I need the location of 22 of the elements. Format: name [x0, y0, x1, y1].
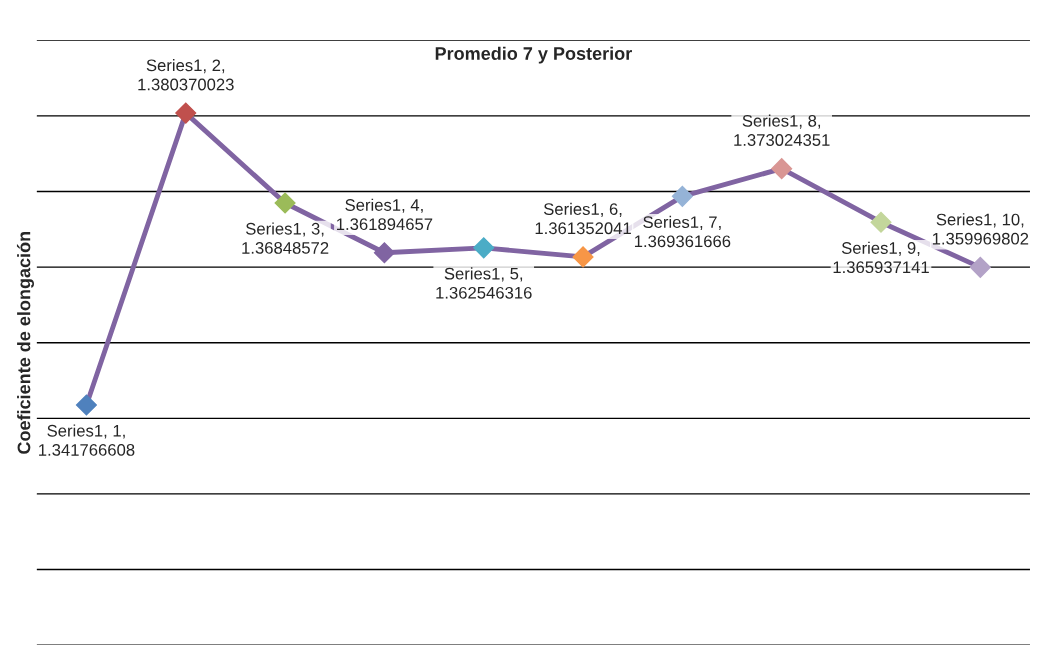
data-label: Series1, 5, 1.362546316 [436, 267, 532, 299]
data-label: Series1, 10, 1.359969802 [932, 213, 1029, 245]
point [473, 237, 495, 259]
data-label: Series1, 2, 1.380370023 [138, 58, 234, 91]
point [870, 211, 892, 233]
point [75, 394, 97, 416]
point [771, 158, 793, 180]
point [572, 246, 594, 268]
point [274, 192, 296, 214]
data-label: Series1, 4, 1.361894657 [337, 198, 433, 231]
point [969, 256, 991, 278]
data-label: Series1, 9, 1.365937141 [833, 241, 929, 274]
point [175, 102, 197, 124]
point [373, 242, 395, 264]
data-label: Series1, 6, 1.361352041 [535, 202, 631, 235]
data-label: Series1, 8, 1.373024351 [734, 114, 830, 146]
chart-title: Promedio 7 y Posterior [435, 46, 632, 64]
data-label: Series1, 1, 1.341766608 [39, 424, 135, 456]
y-axis-title: Coeficiente de elongación [16, 231, 35, 454]
point [671, 185, 693, 207]
data-label: Series1, 3, 1.36848572 [242, 222, 329, 254]
data-label: Series1, 7, 1.369361666 [634, 215, 731, 248]
